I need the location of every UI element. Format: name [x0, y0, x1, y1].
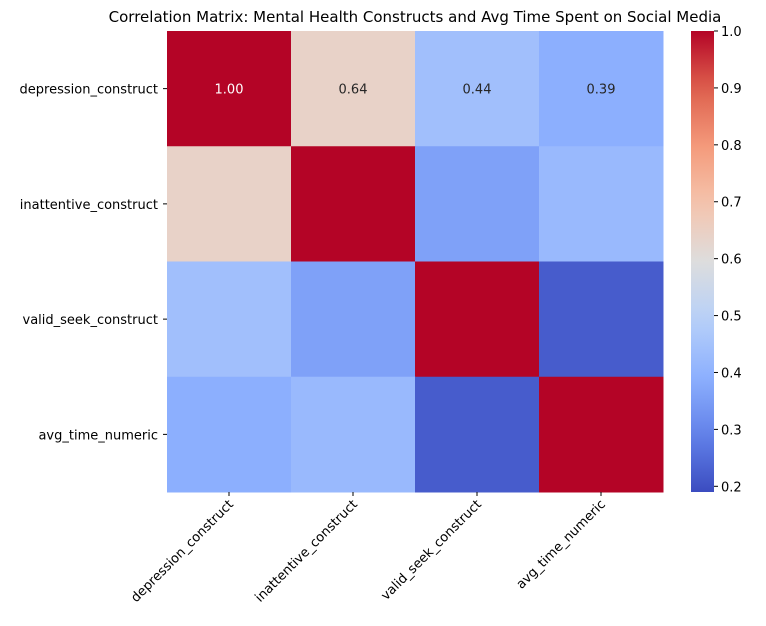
heatmap-cell: [415, 376, 540, 493]
colorbar-gradient: [691, 31, 714, 492]
colorbar-tick-label: 0.5: [721, 310, 742, 325]
y-tick-label: depression_construct: [20, 83, 158, 98]
heatmap-cell: [167, 146, 292, 262]
colorbar-ticks: 1.0 0.9 0.8 0.7 0.6 0.5 0.4 0.3 0.2: [714, 25, 742, 495]
x-tick-label: avg_time_numeric: [514, 497, 609, 592]
cell-annotation: 1.00: [215, 83, 244, 98]
cell-annotation: 0.64: [339, 83, 368, 98]
heatmap-cell: [415, 31, 540, 147]
heatmap-cells: [167, 31, 664, 493]
heatmap-cell: [539, 146, 664, 262]
heatmap-cell: [167, 261, 292, 378]
colorbar-tick-label: 0.8: [721, 139, 742, 154]
heatmap-cell: [167, 376, 292, 493]
cell-annotation: 0.39: [587, 83, 616, 98]
colorbar-tick-label: 0.2: [721, 480, 742, 495]
y-tick-label: avg_time_numeric: [38, 428, 158, 443]
heatmap-cell: [539, 376, 664, 493]
colorbar-tick-label: 0.3: [721, 423, 742, 438]
x-tick-label: valid_seek_construct: [378, 497, 484, 603]
x-tick-label: inattentive_construct: [252, 497, 360, 605]
x-axis: depression_construct inattentive_construc…: [128, 492, 609, 606]
chart-title: Correlation Matrix: Mental Health Constr…: [109, 8, 722, 26]
colorbar-tick-label: 0.4: [721, 366, 742, 381]
cell-annotation: 0.44: [463, 83, 492, 98]
colorbar-tick-label: 0.7: [721, 196, 742, 211]
heatmap-cell: [291, 31, 416, 147]
y-axis: depression_construct inattentive_construc…: [20, 83, 167, 443]
heatmap-cell: [415, 146, 540, 262]
colorbar-tick-label: 1.0: [721, 25, 742, 40]
heatmap-cell: [539, 31, 664, 147]
heatmap-cell: [291, 146, 416, 262]
y-tick-label: valid_seek_construct: [23, 313, 158, 328]
heatmap-cell: [167, 31, 292, 147]
colorbar: 1.0 0.9 0.8 0.7 0.6 0.5 0.4 0.3 0.2: [691, 25, 742, 495]
y-tick-label: inattentive_construct: [20, 198, 158, 213]
heatmap-cell: [415, 261, 540, 378]
heatmap-annotations: 1.00 0.64 0.44 0.39: [215, 83, 616, 98]
colorbar-tick-label: 0.6: [721, 253, 742, 268]
colorbar-tick-label: 0.9: [721, 82, 742, 97]
heatmap-cell: [291, 376, 416, 493]
heatmap-cell: [291, 261, 416, 378]
heatmap-cell: [539, 261, 664, 378]
x-tick-label: depression_construct: [128, 497, 237, 606]
